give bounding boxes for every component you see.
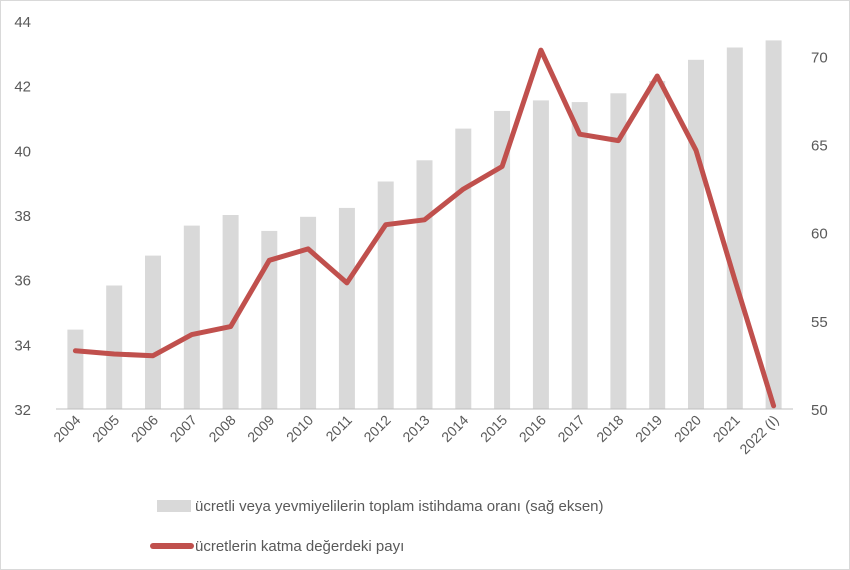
legend-swatch-bar xyxy=(157,500,191,512)
bar-2011 xyxy=(338,207,355,409)
bar-2020 xyxy=(688,59,704,410)
x-tick-2013: 2013 xyxy=(399,412,432,445)
x-tick-2012: 2012 xyxy=(360,412,393,445)
bar-2005 xyxy=(106,285,123,409)
bar-2017 xyxy=(571,102,588,409)
bar-2008 xyxy=(222,215,239,409)
bar-2015 xyxy=(494,110,511,410)
bar-2009 xyxy=(261,230,278,409)
x-tick-2009: 2009 xyxy=(244,412,277,445)
left-tick-42: 42 xyxy=(14,79,31,96)
x-tick-2004: 2004 xyxy=(50,412,83,445)
left-tick-44: 44 xyxy=(14,14,31,31)
x-tick-2019: 2019 xyxy=(632,412,665,445)
bar-2010 xyxy=(300,216,317,409)
bar-2021 xyxy=(726,47,743,409)
x-tick-2010: 2010 xyxy=(283,412,316,445)
x-tick-2020: 2020 xyxy=(671,412,704,445)
x-tick-2015: 2015 xyxy=(477,412,510,445)
bar-2007 xyxy=(183,225,200,409)
right-tick-60: 60 xyxy=(811,226,828,243)
x-tick-2007: 2007 xyxy=(167,412,200,445)
legend-label-line: ücretlerin katma değerdeki payı xyxy=(195,538,404,555)
legend: ücretli veya yevmiyelilerin toplam istih… xyxy=(150,498,604,555)
right-axis-ticks: 50 55 60 65 70 xyxy=(811,49,828,419)
bar-series xyxy=(67,40,782,410)
x-axis-ticks: 2004 2005 2006 2007 2008 2009 2010 2011 2012 2013… xyxy=(50,412,782,458)
x-tick-2021: 2021 xyxy=(710,412,743,445)
right-tick-65: 65 xyxy=(811,138,828,155)
bar-2006 xyxy=(145,255,161,409)
right-tick-55: 55 xyxy=(811,314,828,331)
left-tick-32: 32 xyxy=(14,402,31,419)
x-tick-2006: 2006 xyxy=(128,412,161,445)
bar-2022 (I) xyxy=(765,40,782,410)
bar-2004 xyxy=(67,329,84,409)
x-tick-2011: 2011 xyxy=(322,412,355,445)
bar-2018 xyxy=(610,93,627,410)
x-tick-2018: 2018 xyxy=(593,412,626,445)
bar-2014 xyxy=(455,128,472,409)
bar-2013 xyxy=(416,160,433,409)
x-tick-2014: 2014 xyxy=(438,412,471,445)
left-tick-38: 38 xyxy=(14,208,31,225)
left-tick-36: 36 xyxy=(14,273,31,290)
legend-label-bar: ücretli veya yevmiyelilerin toplam istih… xyxy=(195,498,604,515)
left-axis-ticks: 32 34 36 38 40 42 44 xyxy=(14,14,31,419)
x-tick-2017: 2017 xyxy=(554,412,587,445)
left-tick-34: 34 xyxy=(14,337,31,354)
x-tick-2016: 2016 xyxy=(516,412,549,445)
x-tick-2005: 2005 xyxy=(89,412,122,445)
bar-2019 xyxy=(649,81,666,409)
right-tick-50: 50 xyxy=(811,402,828,419)
bar-2016 xyxy=(532,100,549,410)
bar-2012 xyxy=(377,181,394,409)
x-tick-2022 (I): 2022 (I) xyxy=(736,412,781,457)
right-tick-70: 70 xyxy=(811,49,828,66)
x-tick-2008: 2008 xyxy=(205,412,238,445)
left-tick-40: 40 xyxy=(14,143,31,160)
line-series xyxy=(72,47,777,409)
